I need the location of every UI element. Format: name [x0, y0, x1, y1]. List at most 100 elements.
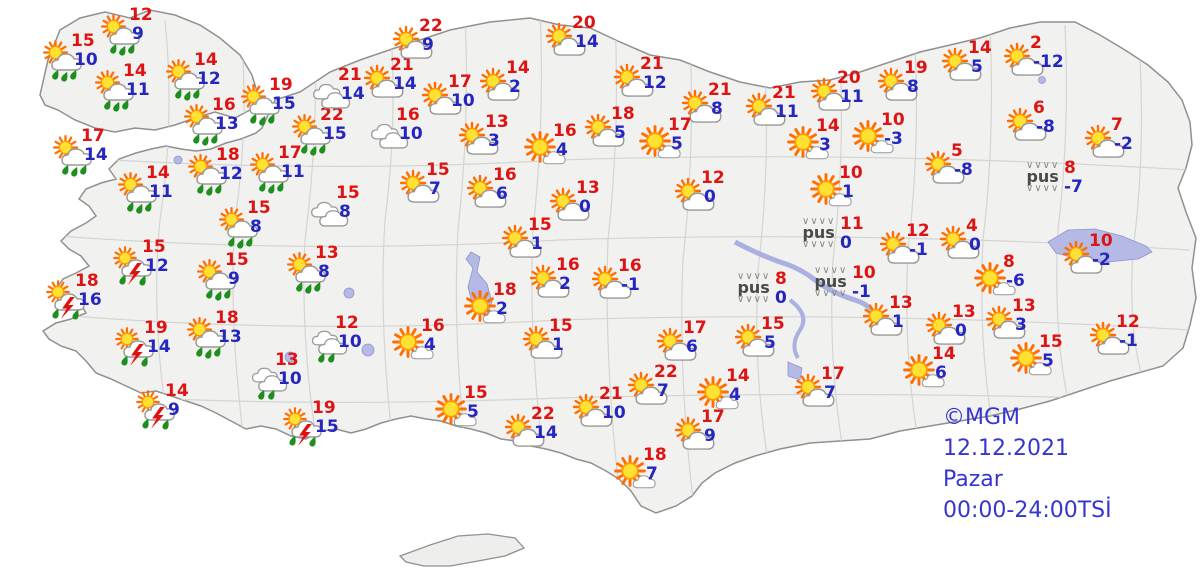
weather-station: 19 14: [115, 319, 171, 366]
high-temp: 13: [275, 350, 299, 370]
cyprus-island: [398, 533, 526, 567]
low-temp: 7: [824, 383, 836, 403]
high-temp: 21: [338, 65, 362, 85]
weather-station: 17 10: [419, 73, 475, 120]
weather-station: 21 8: [679, 81, 732, 128]
mist-icon: ∨∨∨∨ pus ∨∨∨∨: [802, 216, 836, 250]
weather-station: ∨∨∨∨ pus ∨∨∨∨ 8 -7: [1026, 159, 1083, 203]
weather-station: 14 9: [136, 382, 189, 429]
low-temp: 10: [602, 403, 626, 423]
weather-station: 19 15: [240, 76, 296, 123]
weather-station: 18 5: [582, 105, 635, 152]
weather-station: 15 8: [218, 199, 271, 246]
low-temp: 14: [575, 32, 599, 52]
high-temp: 10: [881, 110, 905, 130]
weather-station: ∨∨∨∨ pus ∨∨∨∨ 10 -1: [814, 264, 876, 308]
low-temp: 1: [552, 335, 564, 355]
high-temp: 16: [212, 95, 236, 115]
weather-station: 7 -2: [1082, 116, 1133, 163]
high-temp: 12: [701, 168, 725, 188]
map-credits: ©MGM 12.12.2021 Pazar 00:00-24:00TSİ: [943, 402, 1112, 526]
weather-station: 22 15: [291, 106, 347, 153]
high-temp: 15: [336, 183, 360, 203]
high-temp: 11: [840, 214, 864, 234]
high-temp: 18: [493, 280, 517, 300]
high-temp: 15: [1039, 332, 1063, 352]
high-temp: 12: [1116, 312, 1140, 332]
low-temp: -1: [621, 275, 640, 295]
high-temp: 15: [142, 237, 166, 257]
low-temp: 0: [579, 197, 591, 217]
weather-station: 16 -1: [589, 257, 642, 304]
weather-station: 18 12: [187, 146, 243, 193]
low-temp: -1: [1119, 331, 1138, 351]
weather-station: 16 10: [367, 106, 423, 153]
weather-station: 21 10: [570, 385, 626, 432]
high-temp: 21: [390, 55, 414, 75]
low-temp: 9: [228, 269, 240, 289]
weather-station: 17 7: [792, 365, 845, 412]
low-temp: -8: [954, 160, 973, 180]
high-temp: 8: [1003, 252, 1015, 272]
low-temp: 14: [84, 145, 108, 165]
low-temp: 14: [393, 74, 417, 94]
weather-station: 20 11: [808, 69, 864, 116]
high-temp: 22: [654, 362, 678, 382]
high-temp: 15: [225, 250, 249, 270]
low-temp: 2: [509, 77, 521, 97]
low-temp: 10: [399, 124, 423, 144]
low-temp: 6: [935, 363, 947, 383]
mist-icon: ∨∨∨∨ pus ∨∨∨∨: [1026, 160, 1060, 194]
weather-station: 18 13: [186, 309, 242, 356]
high-temp: 21: [599, 384, 623, 404]
weather-station: 13 10: [246, 351, 302, 398]
low-temp: 5: [467, 402, 479, 422]
landmass: [39, 9, 1197, 567]
weather-station: 15 5: [732, 315, 785, 362]
low-temp: 6: [496, 184, 508, 204]
weather-station: 15 8: [307, 184, 360, 231]
low-temp: 13: [215, 114, 239, 134]
low-temp: 5: [1042, 351, 1054, 371]
weather-station: 16 2: [527, 256, 580, 303]
low-temp: 14: [534, 423, 558, 443]
weather-station: 14 11: [117, 164, 173, 211]
high-temp: 12: [335, 313, 359, 333]
high-temp: 12: [906, 221, 930, 241]
weather-station: 13 3: [456, 113, 509, 160]
high-temp: 18: [611, 104, 635, 124]
high-temp: 15: [426, 160, 450, 180]
low-temp: 10: [338, 332, 362, 352]
weather-station: 18 16: [46, 272, 102, 319]
high-temp: 15: [549, 316, 573, 336]
weather-station: 10 -3: [852, 111, 905, 158]
weather-station: 10 -2: [1060, 232, 1113, 279]
high-temp: 21: [640, 54, 664, 74]
high-temp: 13: [952, 302, 976, 322]
weather-station: 12 -1: [877, 222, 930, 269]
low-temp: 1: [531, 234, 543, 254]
low-temp: 9: [704, 426, 716, 446]
weather-station: 17 6: [654, 319, 707, 366]
low-temp: -12: [1033, 52, 1064, 72]
high-temp: 17: [448, 72, 472, 92]
high-temp: 18: [75, 271, 99, 291]
weather-station: 22 14: [502, 405, 558, 452]
weather-station: 15 9: [196, 251, 249, 298]
high-temp: 16: [556, 255, 580, 275]
low-temp: 9: [132, 24, 144, 44]
weather-station: 17 11: [249, 144, 305, 191]
low-temp: 5: [614, 123, 626, 143]
high-temp: 19: [144, 318, 168, 338]
weather-station: 16 13: [183, 96, 239, 143]
high-temp: 18: [216, 145, 240, 165]
low-temp: 5: [764, 333, 776, 353]
weather-station: 19 15: [283, 399, 339, 446]
weather-station: 13 0: [923, 303, 976, 350]
weather-station: 14 3: [787, 117, 840, 164]
low-temp: 0: [955, 321, 967, 341]
high-temp: 8: [775, 269, 787, 289]
weather-station: 14 11: [94, 62, 150, 109]
credit-date: 12.12.2021: [943, 436, 1069, 461]
